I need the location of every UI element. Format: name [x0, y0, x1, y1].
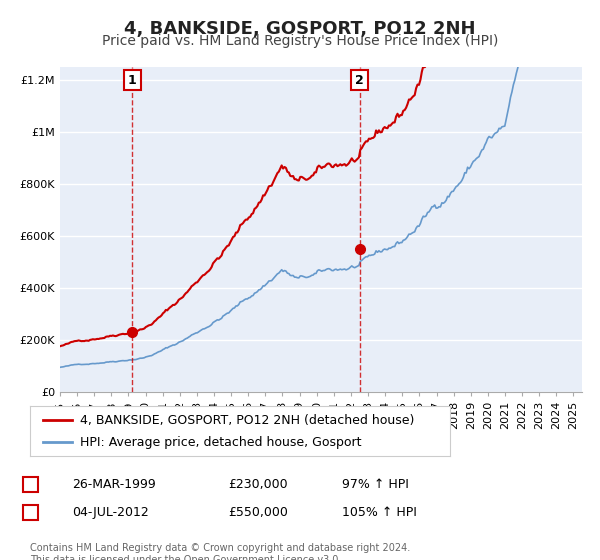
Text: 2: 2: [26, 506, 35, 519]
Text: 1: 1: [26, 478, 35, 491]
Text: 2: 2: [355, 74, 364, 87]
Text: 97% ↑ HPI: 97% ↑ HPI: [342, 478, 409, 491]
Text: £550,000: £550,000: [228, 506, 288, 519]
Text: 26-MAR-1999: 26-MAR-1999: [72, 478, 156, 491]
Text: 105% ↑ HPI: 105% ↑ HPI: [342, 506, 417, 519]
Text: £230,000: £230,000: [228, 478, 287, 491]
Text: Price paid vs. HM Land Registry's House Price Index (HPI): Price paid vs. HM Land Registry's House …: [102, 34, 498, 48]
Text: 4, BANKSIDE, GOSPORT, PO12 2NH: 4, BANKSIDE, GOSPORT, PO12 2NH: [124, 20, 476, 38]
Text: HPI: Average price, detached house, Gosport: HPI: Average price, detached house, Gosp…: [80, 436, 362, 449]
Text: 4, BANKSIDE, GOSPORT, PO12 2NH (detached house): 4, BANKSIDE, GOSPORT, PO12 2NH (detached…: [80, 414, 415, 427]
Text: 1: 1: [128, 74, 137, 87]
Text: Contains HM Land Registry data © Crown copyright and database right 2024.
This d: Contains HM Land Registry data © Crown c…: [30, 543, 410, 560]
Text: 04-JUL-2012: 04-JUL-2012: [72, 506, 149, 519]
